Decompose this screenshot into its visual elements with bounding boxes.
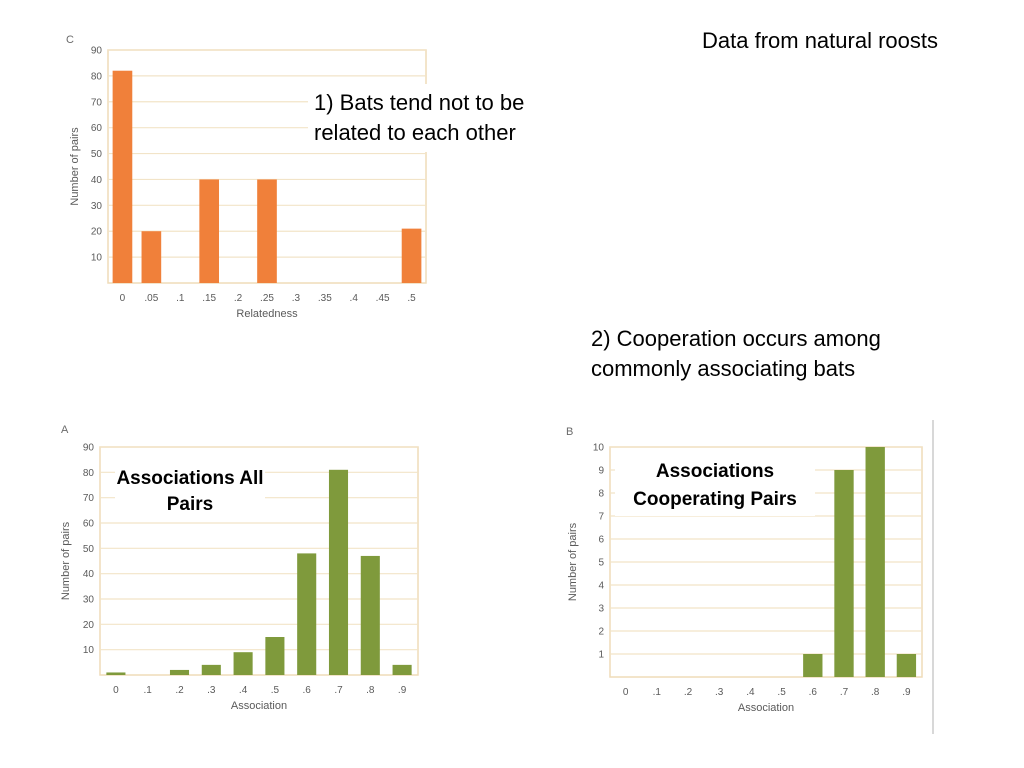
association-all-bar <box>328 469 349 675</box>
association-all-x-tick-label: .8 <box>366 685 375 696</box>
relatedness-x-tick-label: .1 <box>176 293 185 304</box>
chart-association-cooperating-pairs: B 1 2 3 4 5 6 7 8 9 10 0 .1 .2 .3 .4 .5 .6 .7 .8 .9 Associat… <box>560 420 934 734</box>
association-all-y-tick-label: 80 <box>83 468 95 479</box>
chart-relatedness: C 10 20 30 40 50 60 70 80 90 0 .05 .1 .15 .2 .25 .3 .35.… <box>60 30 590 340</box>
association-all-bar <box>106 672 126 675</box>
relatedness-x-tick-label: .3 <box>292 293 301 304</box>
association-cooperating-bar <box>896 654 917 677</box>
relatedness-x-tick-label: .45 <box>376 293 390 304</box>
relatedness-x-tick-label: .4 <box>350 293 359 304</box>
association-all-bar <box>392 664 412 675</box>
relatedness-x-tick-label: .05 <box>144 293 158 304</box>
association-cooperating-x-tick-label: .9 <box>902 687 911 698</box>
association-cooperating-x-tick-label: .1 <box>653 687 662 698</box>
association-cooperating-y-tick-label: 3 <box>598 604 604 615</box>
association-cooperating-x-tick-label: .3 <box>715 687 724 698</box>
relatedness-y-tick-label: 40 <box>91 175 103 186</box>
slide-header: Data from natural roosts <box>702 28 938 53</box>
association-all-bar <box>360 555 380 675</box>
chart-association-all-pairs: A 10 20 30 40 50 60 70 80 90 0 .1 .2 .3 .4 .5 .6 .7 .8 .9 A… <box>55 420 435 720</box>
relatedness-y-axis-title: Number of pairs <box>69 127 81 206</box>
relatedness-y-tick-label: 70 <box>91 97 103 108</box>
association-cooperating-y-tick-label: 10 <box>593 443 605 454</box>
association-all-x-tick-label: .7 <box>334 685 343 696</box>
association-cooperating-y-tick-label: 2 <box>598 627 604 638</box>
association-all-x-tick-label: .1 <box>144 685 153 696</box>
relatedness-bar <box>401 228 422 283</box>
association-all-y-tick-label: 50 <box>83 544 95 555</box>
association-cooperating-x-tick-label: .2 <box>684 687 693 698</box>
relatedness-x-tick-label: 0 <box>120 293 126 304</box>
note-2-text: 2) Cooperation occurs among commonly ass… <box>591 326 881 381</box>
relatedness-y-tick-label: 80 <box>91 71 103 82</box>
note-1-callout: 1) Bats tend not to be related to each o… <box>308 84 590 152</box>
relatedness-y-tick-label: 50 <box>91 149 103 160</box>
relatedness-x-tick-label: .15 <box>202 293 216 304</box>
association-all-y-tick-label: 30 <box>83 595 95 606</box>
association-all-bar <box>265 637 285 675</box>
association-all-x-tick-label: .9 <box>398 685 407 696</box>
association-cooperating-x-tick-label: .4 <box>746 687 755 698</box>
association-all-x-tick-label: .5 <box>271 685 280 696</box>
relatedness-y-tick-label: 90 <box>91 46 103 57</box>
association-all-y-tick-label: 60 <box>83 519 95 530</box>
association-cooperating-x-axis-title: Association <box>738 702 794 714</box>
association-all-y-axis-title: Number of pairs <box>60 521 72 600</box>
association-cooperating-y-tick-label: 5 <box>598 558 604 569</box>
relatedness-bar <box>199 179 220 283</box>
association-all-x-tick-label: .4 <box>239 685 248 696</box>
association-cooperating-y-tick-label: 7 <box>598 512 604 523</box>
association-cooperating-x-tick-label: .6 <box>809 687 818 698</box>
association-all-x-tick-label: .2 <box>175 685 184 696</box>
relatedness-x-tick-label: .5 <box>407 293 416 304</box>
association-cooperating-y-axis-title: Number of pairs <box>567 522 579 601</box>
relatedness-bar <box>112 70 133 283</box>
association-all-x-tick-label: 0 <box>113 685 119 696</box>
association-all-y-tick-label: 70 <box>83 493 95 504</box>
association-all-bar <box>233 652 253 675</box>
relatedness-bar-chart: 10 20 30 40 50 60 70 80 90 0 .05 .1 .15 .2 .25 .3 .35 .4.… <box>69 46 427 320</box>
panel-letter-a: A <box>61 424 69 436</box>
relatedness-y-tick-label: 60 <box>91 123 103 134</box>
relatedness-y-tick-label: 30 <box>91 201 103 212</box>
association-all-bar <box>297 553 317 675</box>
association-cooperating-y-tick-label: 9 <box>598 466 604 477</box>
association-cooperating-bar <box>865 447 885 677</box>
association-cooperating-y-tick-label: 8 <box>598 489 604 500</box>
relatedness-x-tick-label: .35 <box>318 293 332 304</box>
association-cooperating-bar <box>803 654 823 677</box>
association-cooperating-x-tick-label: 0 <box>623 687 629 698</box>
relatedness-y-tick-label: 20 <box>91 227 103 238</box>
association-all-y-tick-label: 10 <box>83 645 95 656</box>
association-all-x-tick-label: .6 <box>303 685 312 696</box>
association-all-y-tick-label: 20 <box>83 620 95 631</box>
association-cooperating-bar-chart: 1 2 3 4 5 6 7 8 9 10 0 .1 .2 .3 .4 .5 .6 .7 .8 .9 Associatio… <box>567 443 923 714</box>
cooperating-pairs-callout: Associations Cooperating Pairs <box>615 456 815 516</box>
relatedness-x-axis-title: Relatedness <box>236 308 298 320</box>
association-all-x-axis-title: Association <box>231 700 287 712</box>
association-cooperating-y-tick-label: 4 <box>598 581 604 592</box>
all-pairs-callout: Associations All Pairs <box>115 464 265 520</box>
association-all-x-tick-label: .3 <box>207 685 216 696</box>
association-cooperating-y-tick-label: 6 <box>598 535 604 546</box>
association-all-y-tick-label: 40 <box>83 569 95 580</box>
relatedness-y-tick-label: 10 <box>91 253 103 264</box>
relatedness-bar <box>257 179 277 283</box>
relatedness-x-tick-label: .2 <box>234 293 243 304</box>
association-all-bar <box>169 669 190 675</box>
association-all-bar-chart: 10 20 30 40 50 60 70 80 90 0 .1 .2 .3 .4 .5 .6 .7 .8 .9 Ass… <box>60 443 419 712</box>
association-all-bar <box>201 664 221 675</box>
panel-letter-c: C <box>66 34 74 46</box>
panel-letter-b: B <box>566 426 574 438</box>
association-cooperating-bar <box>834 470 854 677</box>
association-cooperating-x-tick-label: .5 <box>777 687 786 698</box>
relatedness-x-tick-label: .25 <box>260 293 274 304</box>
association-all-y-tick-label: 90 <box>83 443 95 454</box>
association-cooperating-x-tick-label: .8 <box>871 687 880 698</box>
association-cooperating-x-tick-label: .7 <box>840 687 849 698</box>
association-cooperating-y-tick-label: 1 <box>598 650 604 661</box>
relatedness-bar <box>141 231 162 283</box>
